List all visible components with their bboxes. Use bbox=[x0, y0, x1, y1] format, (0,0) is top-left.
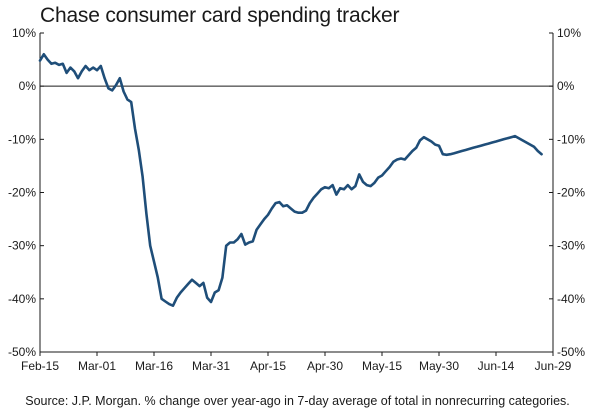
y-tick-label-left: 0% bbox=[19, 79, 37, 93]
x-tick-label: Jun-14 bbox=[478, 359, 515, 373]
x-tick-label: Jun-29 bbox=[535, 359, 572, 373]
x-tick-label: Mar-16 bbox=[135, 359, 173, 373]
y-tick-label-left: -50% bbox=[8, 345, 36, 359]
x-tick-label: Mar-31 bbox=[192, 359, 230, 373]
y-tick-label-left: 10% bbox=[12, 26, 36, 40]
x-tick-label: Feb-15 bbox=[21, 359, 59, 373]
y-tick-label-left: -20% bbox=[8, 186, 36, 200]
y-tick-label-right: -30% bbox=[557, 239, 585, 253]
y-tick-label-right: -50% bbox=[557, 345, 585, 359]
y-tick-label-right: 0% bbox=[557, 79, 575, 93]
x-tick-label: May-15 bbox=[362, 359, 402, 373]
series-line bbox=[38, 52, 543, 308]
chart-title: Chase consumer card spending tracker bbox=[40, 4, 400, 27]
x-tick-label: Mar-01 bbox=[78, 359, 116, 373]
x-tick-label: Apr-30 bbox=[307, 359, 343, 373]
y-tick-label-right: -20% bbox=[557, 186, 585, 200]
chart-ticks: 10% 10% 0% 0% -10% -10% -20% -20% -30% -30% -40% -4… bbox=[8, 26, 585, 373]
plot-area bbox=[38, 52, 543, 308]
source-note: Source: J.P. Morgan. % change over year-… bbox=[25, 394, 570, 408]
y-tick-label-right: -10% bbox=[557, 132, 585, 146]
x-tick-label: May-30 bbox=[419, 359, 459, 373]
y-tick-label-right: 10% bbox=[557, 26, 581, 40]
y-tick-label-right: -40% bbox=[557, 292, 585, 306]
x-tick-label: Apr-15 bbox=[250, 359, 286, 373]
y-tick-label-left: -30% bbox=[8, 239, 36, 253]
y-tick-label-left: -10% bbox=[8, 132, 36, 146]
y-tick-label-left: -40% bbox=[8, 292, 36, 306]
